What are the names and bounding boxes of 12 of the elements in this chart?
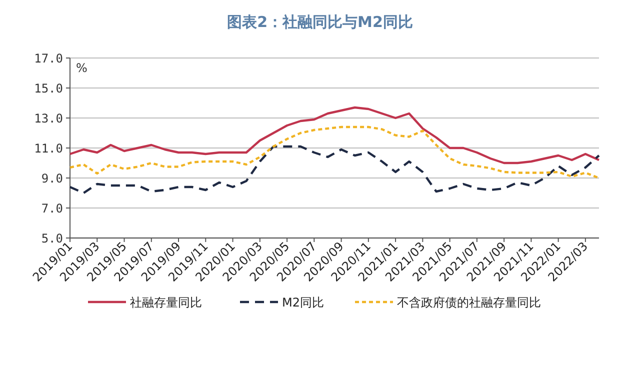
legend-label: 不含政府债的社融存量同比 [397,296,541,310]
chart-title: 图表2：社融同比与M2同比 [227,13,413,31]
y-tick-label: 15.0 [34,82,63,96]
y-tick-label: 5.0 [41,232,63,246]
y-tick-label: 11.0 [34,142,63,156]
y-tick-label: 7.0 [41,202,63,216]
legend-label: 社融存量同比 [130,296,202,310]
y-tick-label: 17.0 [34,52,63,66]
y-axis-title: % [76,61,88,75]
y-tick-label: 9.0 [41,172,63,186]
y-tick-label: 13.0 [34,112,63,126]
legend-label: M2同比 [282,296,324,310]
